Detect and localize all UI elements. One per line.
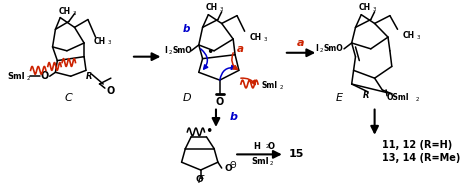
Text: 2: 2 bbox=[169, 50, 173, 55]
Text: 2: 2 bbox=[416, 97, 419, 102]
Text: CH: CH bbox=[206, 3, 218, 12]
Text: 11, 12 (R=H): 11, 12 (R=H) bbox=[382, 140, 453, 150]
Text: O: O bbox=[196, 175, 204, 184]
Text: E: E bbox=[336, 93, 343, 103]
Text: O: O bbox=[225, 164, 232, 173]
Text: 15: 15 bbox=[289, 149, 304, 159]
Text: b: b bbox=[182, 24, 190, 34]
Text: 3: 3 bbox=[73, 11, 76, 16]
Text: CH: CH bbox=[59, 7, 71, 16]
Text: 2: 2 bbox=[27, 76, 30, 81]
Text: b: b bbox=[230, 112, 238, 122]
Text: I: I bbox=[164, 46, 167, 55]
Text: SmI: SmI bbox=[251, 157, 269, 166]
Text: O: O bbox=[41, 71, 49, 81]
Text: O: O bbox=[268, 142, 274, 151]
Text: SmO: SmO bbox=[172, 46, 192, 55]
Text: 13, 14 (R=Me): 13, 14 (R=Me) bbox=[382, 153, 461, 163]
Text: C: C bbox=[65, 93, 73, 103]
Text: O: O bbox=[107, 86, 115, 96]
Text: a: a bbox=[297, 38, 305, 48]
Text: H: H bbox=[253, 142, 260, 151]
Text: D: D bbox=[183, 93, 191, 103]
Text: 3: 3 bbox=[220, 7, 223, 12]
Text: OSmI: OSmI bbox=[387, 93, 410, 102]
Text: O: O bbox=[216, 97, 224, 107]
Text: R: R bbox=[86, 72, 92, 81]
Text: 3: 3 bbox=[107, 41, 111, 46]
Text: a: a bbox=[237, 44, 244, 54]
Text: CH: CH bbox=[250, 33, 262, 42]
Text: CH: CH bbox=[359, 3, 371, 12]
Text: R: R bbox=[363, 91, 370, 100]
Text: Θ: Θ bbox=[230, 161, 237, 170]
Text: 2: 2 bbox=[320, 48, 324, 53]
Text: I: I bbox=[315, 44, 318, 53]
Text: 3: 3 bbox=[417, 35, 420, 40]
Text: 3: 3 bbox=[264, 37, 267, 42]
Text: 2: 2 bbox=[265, 144, 269, 149]
Text: CH: CH bbox=[93, 37, 105, 46]
Text: SmI: SmI bbox=[262, 81, 278, 90]
Text: •: • bbox=[205, 125, 212, 138]
Text: •: • bbox=[207, 46, 214, 59]
Text: SmI: SmI bbox=[8, 72, 25, 81]
Text: 2: 2 bbox=[280, 85, 283, 90]
Text: 2: 2 bbox=[270, 161, 273, 166]
Text: F: F bbox=[198, 175, 204, 185]
Text: CH: CH bbox=[403, 31, 415, 40]
Text: 3: 3 bbox=[373, 7, 376, 12]
Text: SmO: SmO bbox=[323, 44, 343, 53]
